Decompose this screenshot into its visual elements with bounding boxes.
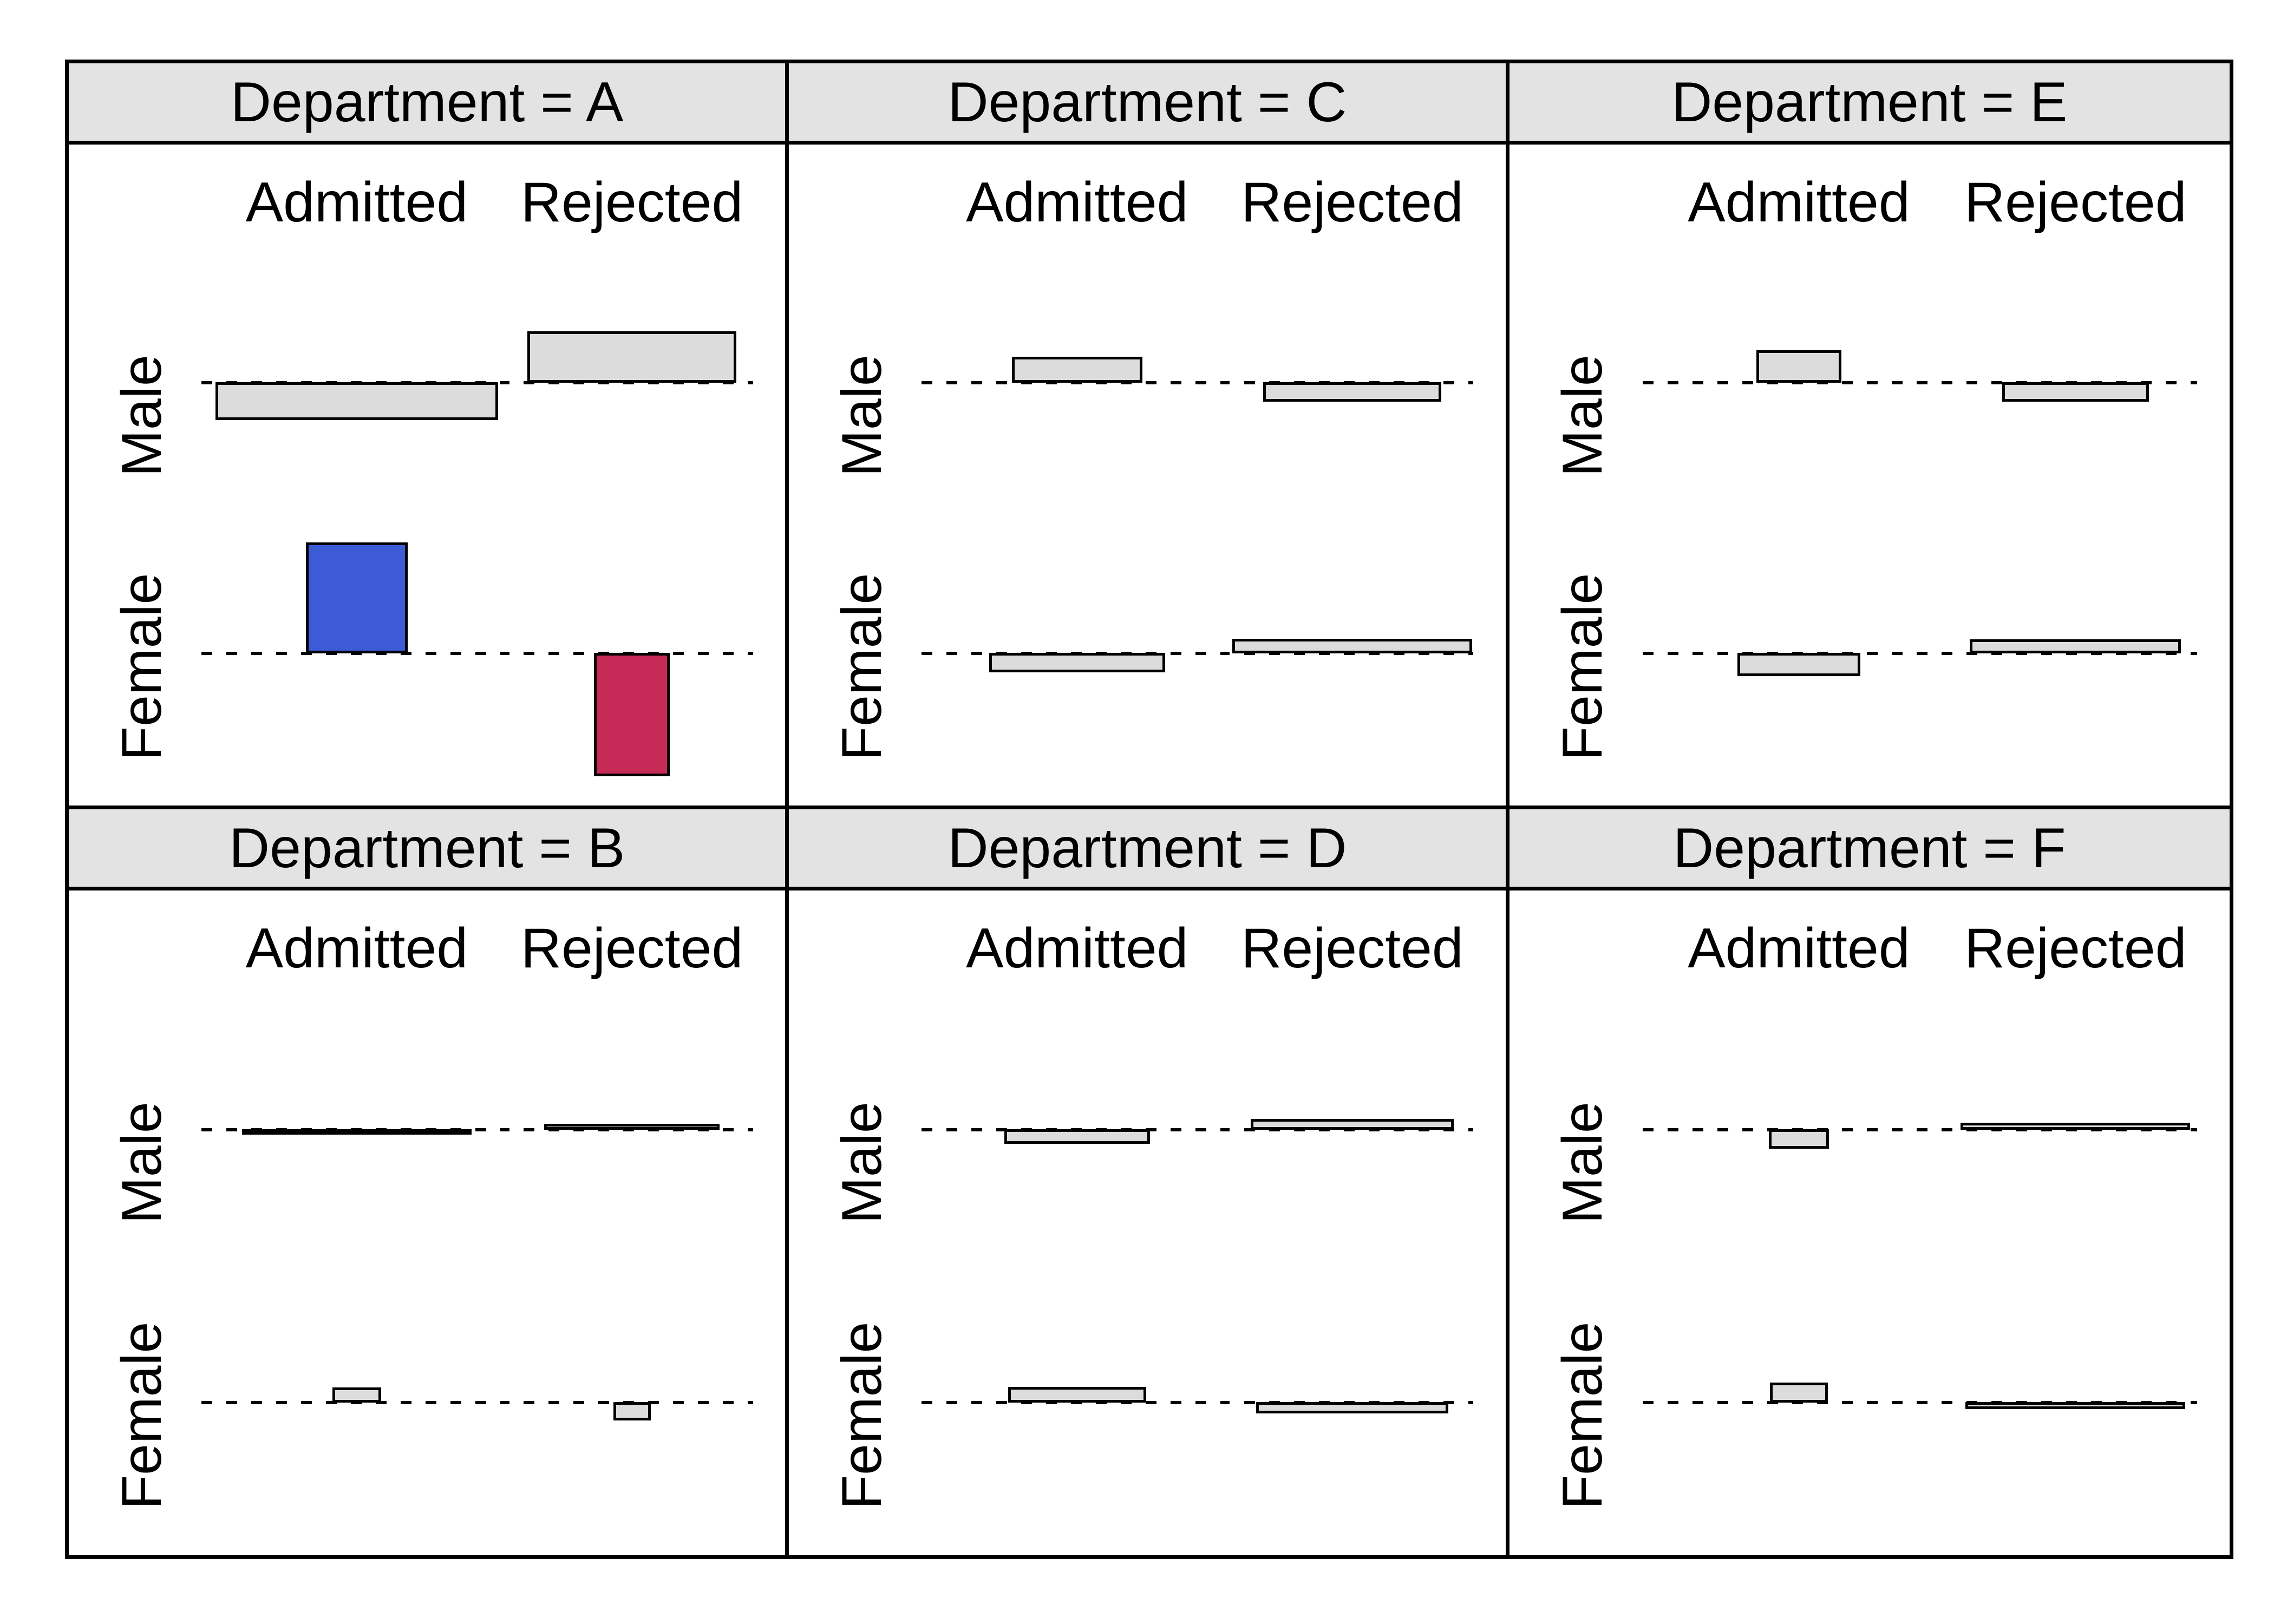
- bar-d-male-rejected: [1251, 1119, 1454, 1130]
- baseline-dash-male: [1244, 1128, 1474, 1132]
- facet-strip-label: Department = C: [948, 70, 1347, 134]
- row-label-male: Male: [110, 354, 173, 477]
- bar-d-female-rejected: [1256, 1402, 1448, 1413]
- facet-strip-label: Department = D: [948, 816, 1347, 880]
- bar-a-male-rejected: [527, 331, 737, 383]
- panel-plot-area: Admitted Rejected Male Female: [789, 890, 1505, 1555]
- facet-strip: Department = C: [789, 63, 1506, 145]
- bar-f-female-admitted: [1770, 1382, 1828, 1403]
- bar-f-male-admitted: [1768, 1129, 1829, 1149]
- bar-c-female-admitted: [989, 653, 1166, 673]
- row-label-male: Male: [1551, 354, 1614, 477]
- col-label-admitted: Admitted: [1688, 917, 1910, 980]
- facet-strip-label: Department = A: [230, 70, 624, 134]
- baseline-dash-female: [1244, 652, 1474, 656]
- facet-strip-label: Department = F: [1673, 816, 2066, 880]
- bar-b-male-rejected: [544, 1124, 720, 1130]
- baseline-dash-female: [1966, 652, 2198, 656]
- bar-b-male-admitted: [241, 1129, 472, 1135]
- row-label-female: Female: [110, 1321, 173, 1510]
- bar-d-female-admitted: [1008, 1386, 1146, 1403]
- panel-plot-area: Admitted Rejected Male Female: [1510, 145, 2230, 806]
- bar-b-female-admitted: [332, 1387, 381, 1403]
- baseline-dash-male: [1642, 381, 1952, 384]
- facet-strip-label: Department = B: [229, 816, 625, 880]
- baseline-dash-female: [201, 1400, 509, 1404]
- row-label-male: Male: [1551, 1102, 1614, 1224]
- facet-panel-a: Department = A Admitted Rejected Male Fe…: [69, 63, 789, 809]
- facet-panel-d: Department = D Admitted Rejected Male Fe…: [789, 809, 1510, 1555]
- row-label-female: Female: [110, 573, 173, 761]
- bar-c-female-rejected: [1232, 639, 1473, 654]
- col-label-rejected: Rejected: [1964, 917, 2187, 980]
- col-label-admitted: Admitted: [1688, 171, 1910, 234]
- row-label-male: Male: [110, 1102, 173, 1224]
- col-label-rejected: Rejected: [520, 171, 743, 234]
- row-label-female: Female: [831, 573, 894, 761]
- bar-f-male-rejected: [1961, 1123, 2191, 1130]
- baseline-dash-male: [922, 381, 1230, 384]
- bar-e-male-admitted: [1756, 350, 1841, 383]
- col-label-admitted: Admitted: [966, 171, 1188, 234]
- baseline-dash-male: [524, 381, 753, 384]
- col-label-admitted: Admitted: [966, 917, 1188, 980]
- facet-grid: Department = A Admitted Rejected Male Fe…: [65, 60, 2233, 1559]
- bar-e-female-rejected: [1970, 639, 2181, 654]
- baseline-dash-female: [1642, 1400, 1952, 1404]
- bar-b-female-rejected: [613, 1402, 651, 1420]
- facet-strip: Department = B: [69, 809, 786, 890]
- bar-a-male-admitted: [215, 382, 498, 420]
- facet-strip: Department = F: [1509, 809, 2230, 890]
- panel-plot-area: Admitted Rejected Male Female: [69, 145, 785, 806]
- facet-strip-label: Department = E: [1671, 70, 2068, 134]
- facet-strip: Department = D: [789, 809, 1506, 890]
- row-label-female: Female: [831, 1321, 894, 1510]
- facet-strip: Department = A: [69, 63, 786, 145]
- bar-e-male-rejected: [2002, 382, 2149, 402]
- col-label-admitted: Admitted: [245, 171, 468, 234]
- col-label-rejected: Rejected: [1241, 917, 1463, 980]
- col-label-rejected: Rejected: [1241, 171, 1463, 234]
- bar-e-female-admitted: [1737, 653, 1860, 677]
- facet-panel-c: Department = C Admitted Rejected Male Fe…: [789, 63, 1510, 809]
- bar-c-male-admitted: [1011, 356, 1142, 383]
- bar-c-male-rejected: [1263, 382, 1441, 402]
- col-label-rejected: Rejected: [1964, 171, 2187, 234]
- bar-d-male-admitted: [1004, 1129, 1150, 1144]
- baseline-dash-female: [922, 1400, 1230, 1404]
- bar-f-female-rejected: [1965, 1402, 2186, 1409]
- panel-plot-area: Admitted Rejected Male Female: [1510, 890, 2230, 1555]
- baseline-dash-male: [524, 1128, 753, 1132]
- facet-strip: Department = E: [1509, 63, 2230, 145]
- baseline-dash-male: [1966, 1128, 2198, 1132]
- row-label-male: Male: [831, 1102, 894, 1224]
- panel-plot-area: Admitted Rejected Male Female: [789, 145, 1505, 806]
- facet-panel-f: Department = F Admitted Rejected Male Fe…: [1509, 809, 2230, 1555]
- panel-plot-area: Admitted Rejected Male Female: [69, 890, 785, 1555]
- row-label-female: Female: [1551, 1321, 1614, 1510]
- col-label-rejected: Rejected: [520, 917, 743, 980]
- row-label-male: Male: [831, 354, 894, 477]
- facet-panel-e: Department = E Admitted Rejected Male Fe…: [1509, 63, 2230, 809]
- col-label-admitted: Admitted: [245, 917, 468, 980]
- facet-panel-b: Department = B Admitted Rejected Male Fe…: [69, 809, 789, 1555]
- row-label-female: Female: [1551, 573, 1614, 761]
- bar-a-female-admitted: [306, 542, 408, 654]
- bar-a-female-rejected: [593, 653, 670, 777]
- baseline-dash-female: [201, 652, 509, 656]
